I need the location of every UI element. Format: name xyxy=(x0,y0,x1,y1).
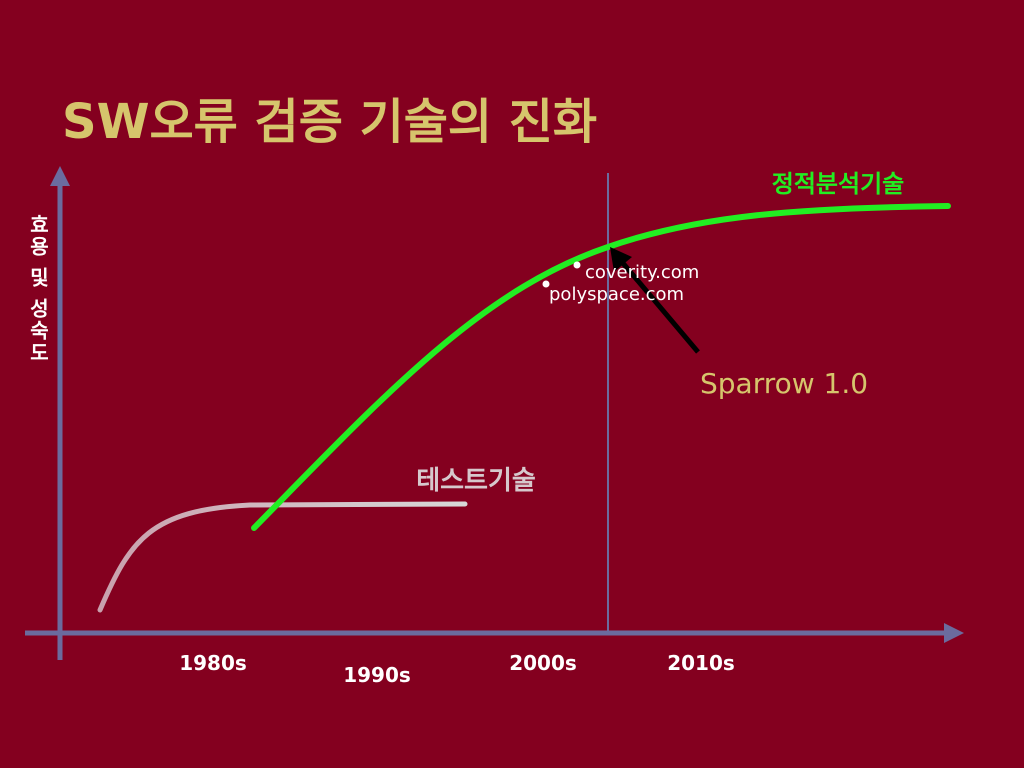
annotation: Sparrow 1.0 xyxy=(700,367,868,400)
polyspace-dot xyxy=(542,280,550,288)
x-axis-arrow xyxy=(944,623,964,643)
x-label: 1990s xyxy=(343,663,411,687)
sparrow-arrow xyxy=(620,260,700,354)
title: SW오류 검증 기술의 진화 xyxy=(62,94,597,150)
curve-label: 테스트기술 xyxy=(416,466,536,496)
annotation: polyspace.com xyxy=(549,284,684,305)
coverity-dot xyxy=(573,261,581,269)
y-axis-arrow xyxy=(50,166,70,186)
curve-label: 정적분석기술 xyxy=(772,170,904,198)
x-label: 1980s xyxy=(179,651,247,675)
x-label: 2000s xyxy=(509,651,577,675)
x-label: 2010s xyxy=(667,651,735,675)
testing-curve xyxy=(97,501,468,613)
static-analysis-curve xyxy=(251,203,951,531)
y-axis-label: 효용 및 성숙도 xyxy=(26,214,50,364)
annotation: coverity.com xyxy=(585,262,699,283)
sparrow-arrowhead xyxy=(610,247,632,272)
